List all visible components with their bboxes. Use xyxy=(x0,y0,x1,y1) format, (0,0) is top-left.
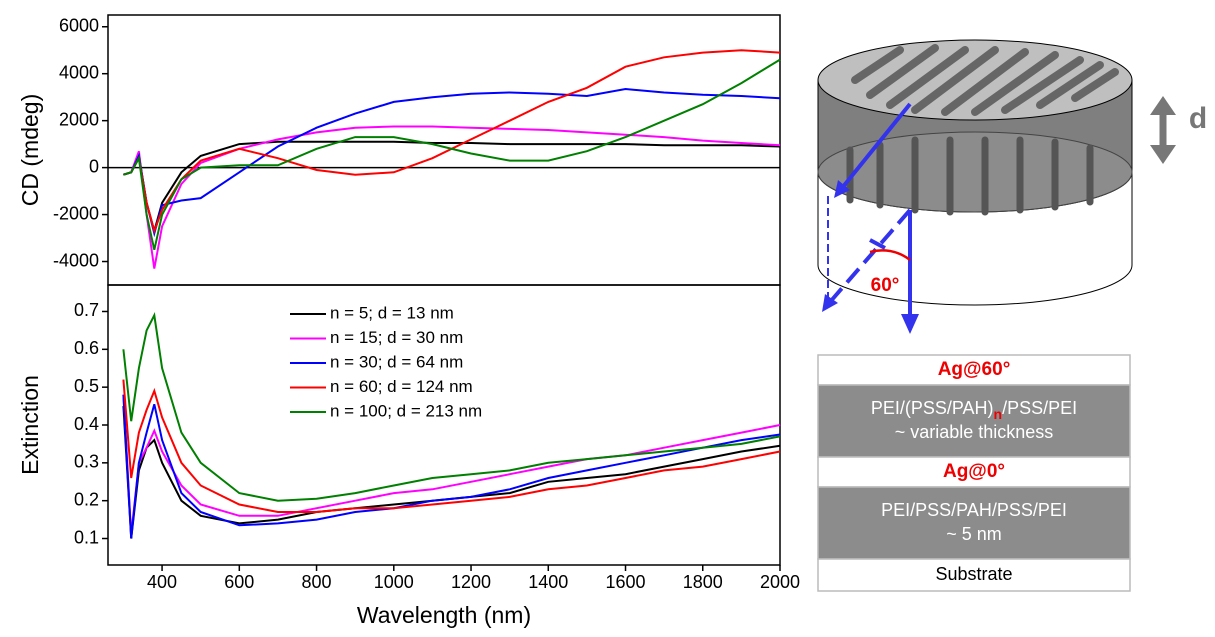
thickness-label: d xyxy=(1189,102,1207,135)
vertical-rods xyxy=(846,136,1094,216)
legend-label: n = 5; d = 13 nm xyxy=(330,303,454,322)
angle-label: 60° xyxy=(871,275,900,296)
series-line xyxy=(122,312,781,502)
series-line xyxy=(123,58,781,251)
layer-text: ~ 5 nm xyxy=(946,524,1002,544)
series-line xyxy=(123,49,781,235)
y-tick-label: 0.5 xyxy=(74,376,99,396)
legend-label: n = 100; d = 213 nm xyxy=(330,401,482,420)
tilted-rods xyxy=(851,44,1119,116)
series-line xyxy=(122,394,781,535)
interface xyxy=(817,131,1133,213)
y-tick-label: 0.4 xyxy=(74,414,99,434)
layer-text: ~ variable thickness xyxy=(895,422,1054,442)
y-tick-label: -2000 xyxy=(53,203,99,223)
y-tick-label: 0.1 xyxy=(74,527,99,547)
x-tick-label: 800 xyxy=(302,572,332,592)
x-tick-label: 2000 xyxy=(760,572,800,592)
layer-row xyxy=(817,384,1131,458)
layer-row xyxy=(817,486,1131,560)
x-tick-label: 400 xyxy=(147,572,177,592)
y-axis-title: Extinction xyxy=(17,375,43,475)
layer-row xyxy=(817,558,1131,592)
y-axis-title: CD (mdeg) xyxy=(17,94,43,206)
x-axis-title: Wavelength (nm) xyxy=(357,602,531,628)
y-tick-label: 0 xyxy=(89,156,99,176)
angle-arc xyxy=(869,249,911,261)
y-tick-label: 4000 xyxy=(59,62,99,82)
y-tick-label: 2000 xyxy=(59,109,99,129)
y-tick-label: -4000 xyxy=(53,250,99,270)
layer-stack: Ag@60°PEI/(PSS/PAH)n/PSS/PEI~ variable t… xyxy=(817,354,1131,592)
series-line xyxy=(122,379,781,513)
y-tick-label: 0.7 xyxy=(74,300,99,320)
x-tick-label: 1800 xyxy=(683,572,723,592)
diagram: 60° d Ag@60°PEI/(PSS/PAH)n/PSS/PEI~ vari… xyxy=(817,39,1207,592)
legend-label: n = 60; d = 124 nm xyxy=(330,377,473,396)
y-tick-label: 0.3 xyxy=(74,452,99,472)
series-line xyxy=(123,125,781,269)
layer-text-part: PEI/(PSS/PAH) xyxy=(871,398,994,418)
x-tick-label: 1200 xyxy=(451,572,491,592)
arrow-heads xyxy=(822,180,919,334)
layer-text: Ag@0° xyxy=(943,461,1005,482)
layer-text: Substrate xyxy=(935,564,1012,584)
series-line xyxy=(122,394,781,539)
y-tick-label: 0.6 xyxy=(74,338,99,358)
arrows xyxy=(827,102,912,322)
legend-label: n = 15; d = 30 nm xyxy=(330,328,463,347)
series-line xyxy=(123,87,781,238)
y-tick-label: 6000 xyxy=(59,15,99,35)
x-tick-label: 1400 xyxy=(528,572,568,592)
legend-label: n = 30; d = 64 nm xyxy=(330,352,463,371)
subscript: n xyxy=(994,406,1003,422)
thickness-arrow xyxy=(1150,96,1176,164)
layer-text: PEI/(PSS/PAH)n/PSS/PEI xyxy=(871,398,1077,422)
layer-text: Ag@60° xyxy=(938,359,1011,380)
layer-text-part: /PSS/PEI xyxy=(1002,398,1077,418)
layer-text: PEI/PSS/PAH/PSS/PEI xyxy=(881,500,1067,520)
y-tick-label: 0.2 xyxy=(74,489,99,509)
x-tick-label: 1600 xyxy=(605,572,645,592)
x-tick-label: 600 xyxy=(224,572,254,592)
x-tick-label: 1000 xyxy=(374,572,414,592)
layer-row xyxy=(817,456,1131,488)
